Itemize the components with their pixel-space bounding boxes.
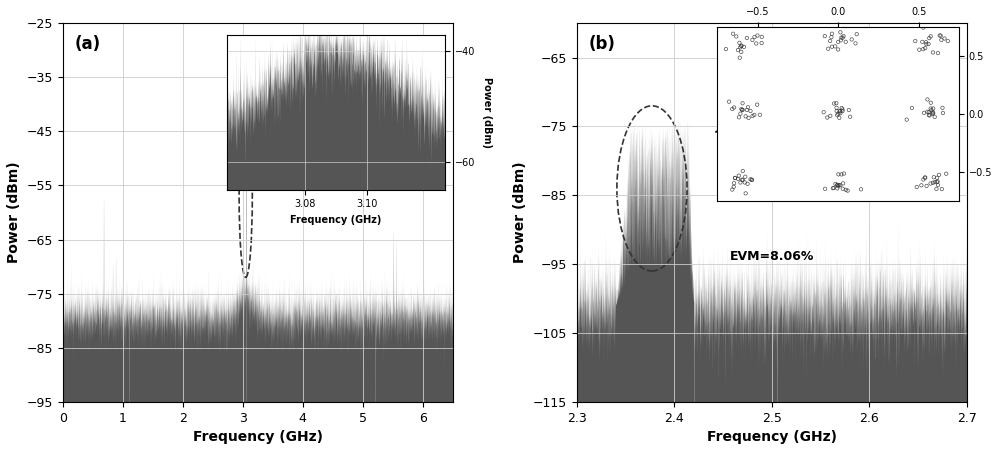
Y-axis label: Power (dBm): Power (dBm) xyxy=(513,161,527,263)
Text: (a): (a) xyxy=(74,35,101,53)
Text: EVM=8.06%: EVM=8.06% xyxy=(730,249,814,262)
Text: (b): (b) xyxy=(589,35,615,53)
X-axis label: Frequency (GHz): Frequency (GHz) xyxy=(193,430,323,444)
Y-axis label: Power (dBm): Power (dBm) xyxy=(7,161,21,263)
X-axis label: Frequency (GHz): Frequency (GHz) xyxy=(707,430,837,444)
